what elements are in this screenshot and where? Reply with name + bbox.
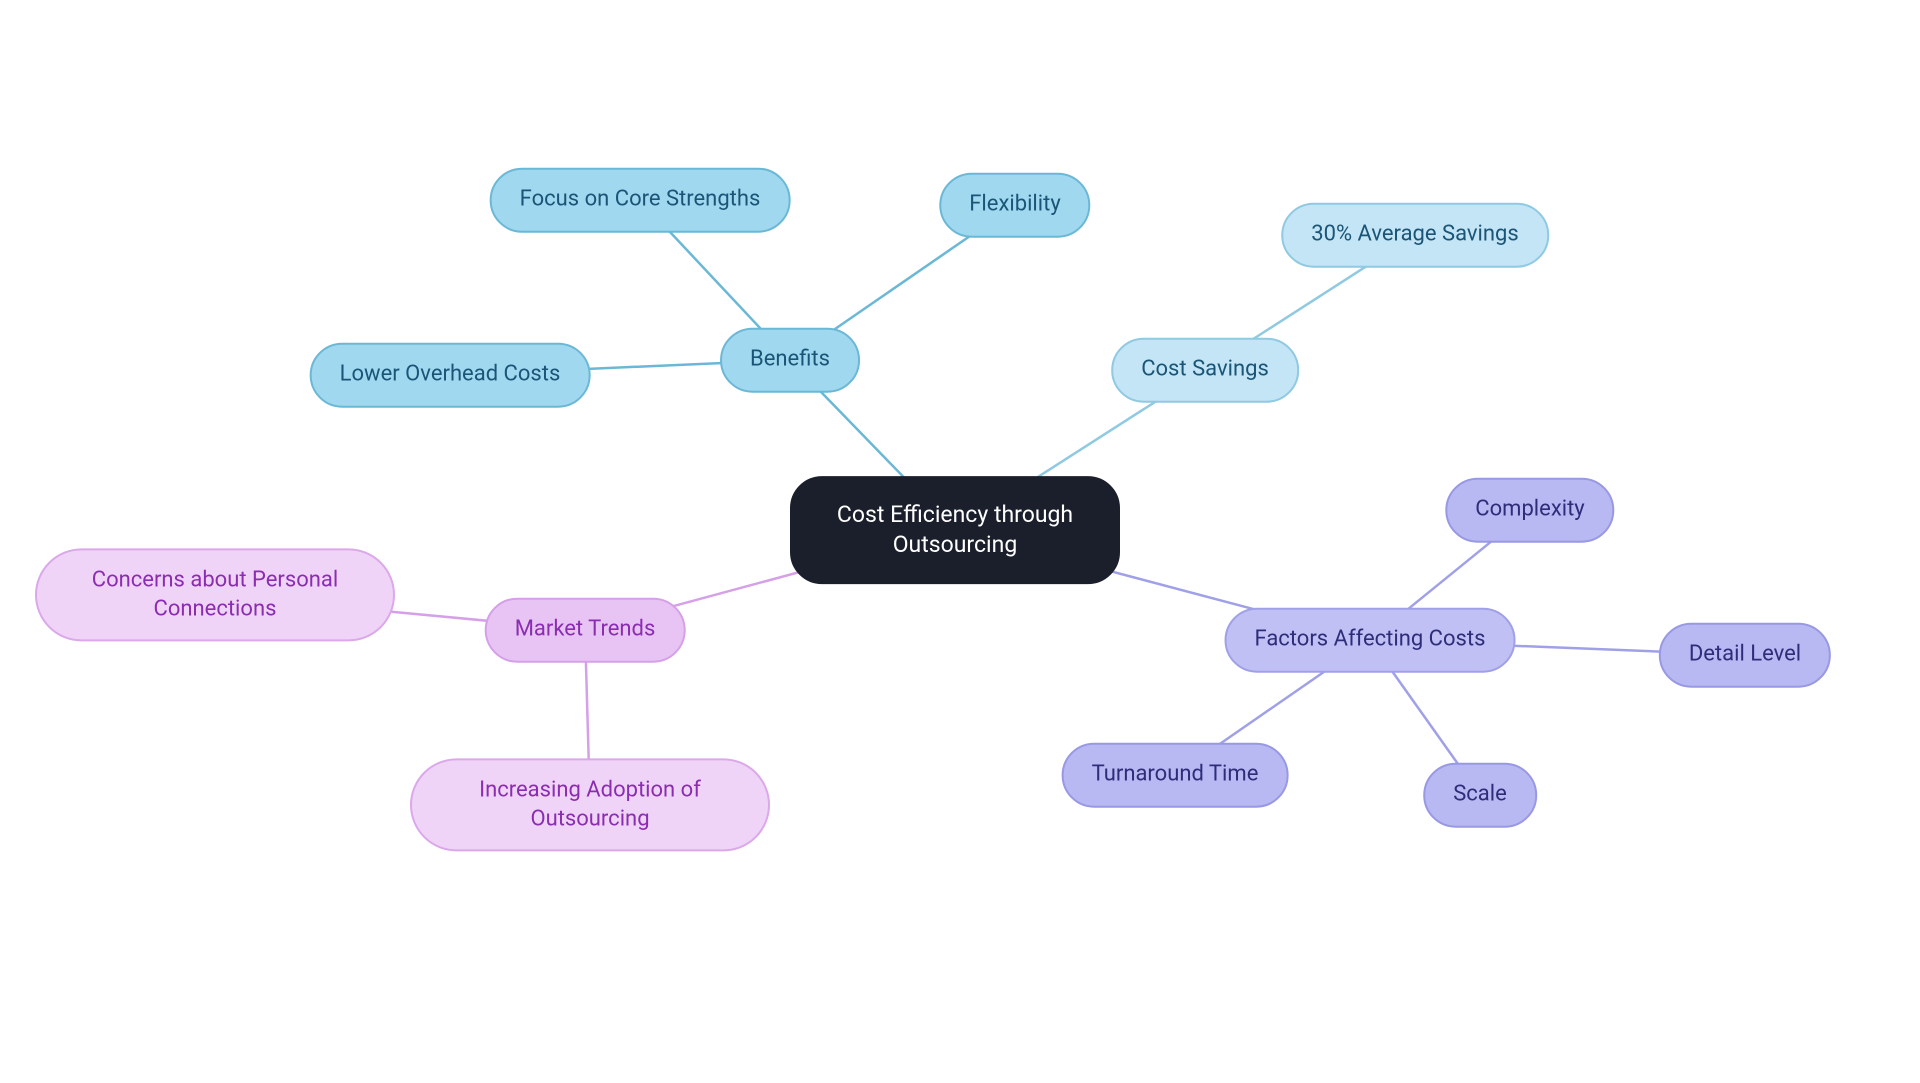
node-label: 30% Average Savings — [1311, 221, 1519, 250]
node-label: Turnaround Time — [1092, 761, 1259, 790]
node-label: Focus on Core Strengths — [520, 186, 761, 215]
node-label: Cost Savings — [1141, 356, 1269, 385]
node-detail-level: Detail Level — [1659, 623, 1831, 688]
node-label: Market Trends — [515, 616, 656, 645]
node-label: Detail Level — [1689, 641, 1801, 670]
node-label: Scale — [1453, 781, 1507, 810]
node-label: Flexibility — [969, 191, 1060, 220]
node-adoption: Increasing Adoption of Outsourcing — [410, 758, 770, 851]
node-core-strengths: Focus on Core Strengths — [490, 168, 791, 233]
node-label: Increasing Adoption of Outsourcing — [440, 776, 740, 833]
node-cost-savings: Cost Savings — [1111, 338, 1299, 403]
node-label: Concerns about Personal Connections — [65, 566, 365, 623]
node-benefits: Benefits — [720, 328, 860, 393]
node-complexity: Complexity — [1445, 478, 1614, 543]
node-overhead: Lower Overhead Costs — [310, 343, 591, 408]
node-factors: Factors Affecting Costs — [1225, 608, 1516, 673]
node-turnaround: Turnaround Time — [1062, 743, 1289, 808]
node-label: Factors Affecting Costs — [1255, 626, 1486, 655]
node-label: Lower Overhead Costs — [340, 361, 561, 390]
node-scale: Scale — [1423, 763, 1537, 828]
node-label: Complexity — [1475, 496, 1584, 525]
node-center: Cost Efficiency through Outsourcing — [790, 476, 1120, 584]
node-avg-savings: 30% Average Savings — [1281, 203, 1549, 268]
node-concerns: Concerns about Personal Connections — [35, 548, 395, 641]
node-flexibility: Flexibility — [939, 173, 1090, 238]
node-label: Benefits — [750, 346, 830, 375]
node-market-trends: Market Trends — [485, 598, 686, 663]
node-label: Cost Efficiency through Outsourcing — [824, 500, 1086, 560]
